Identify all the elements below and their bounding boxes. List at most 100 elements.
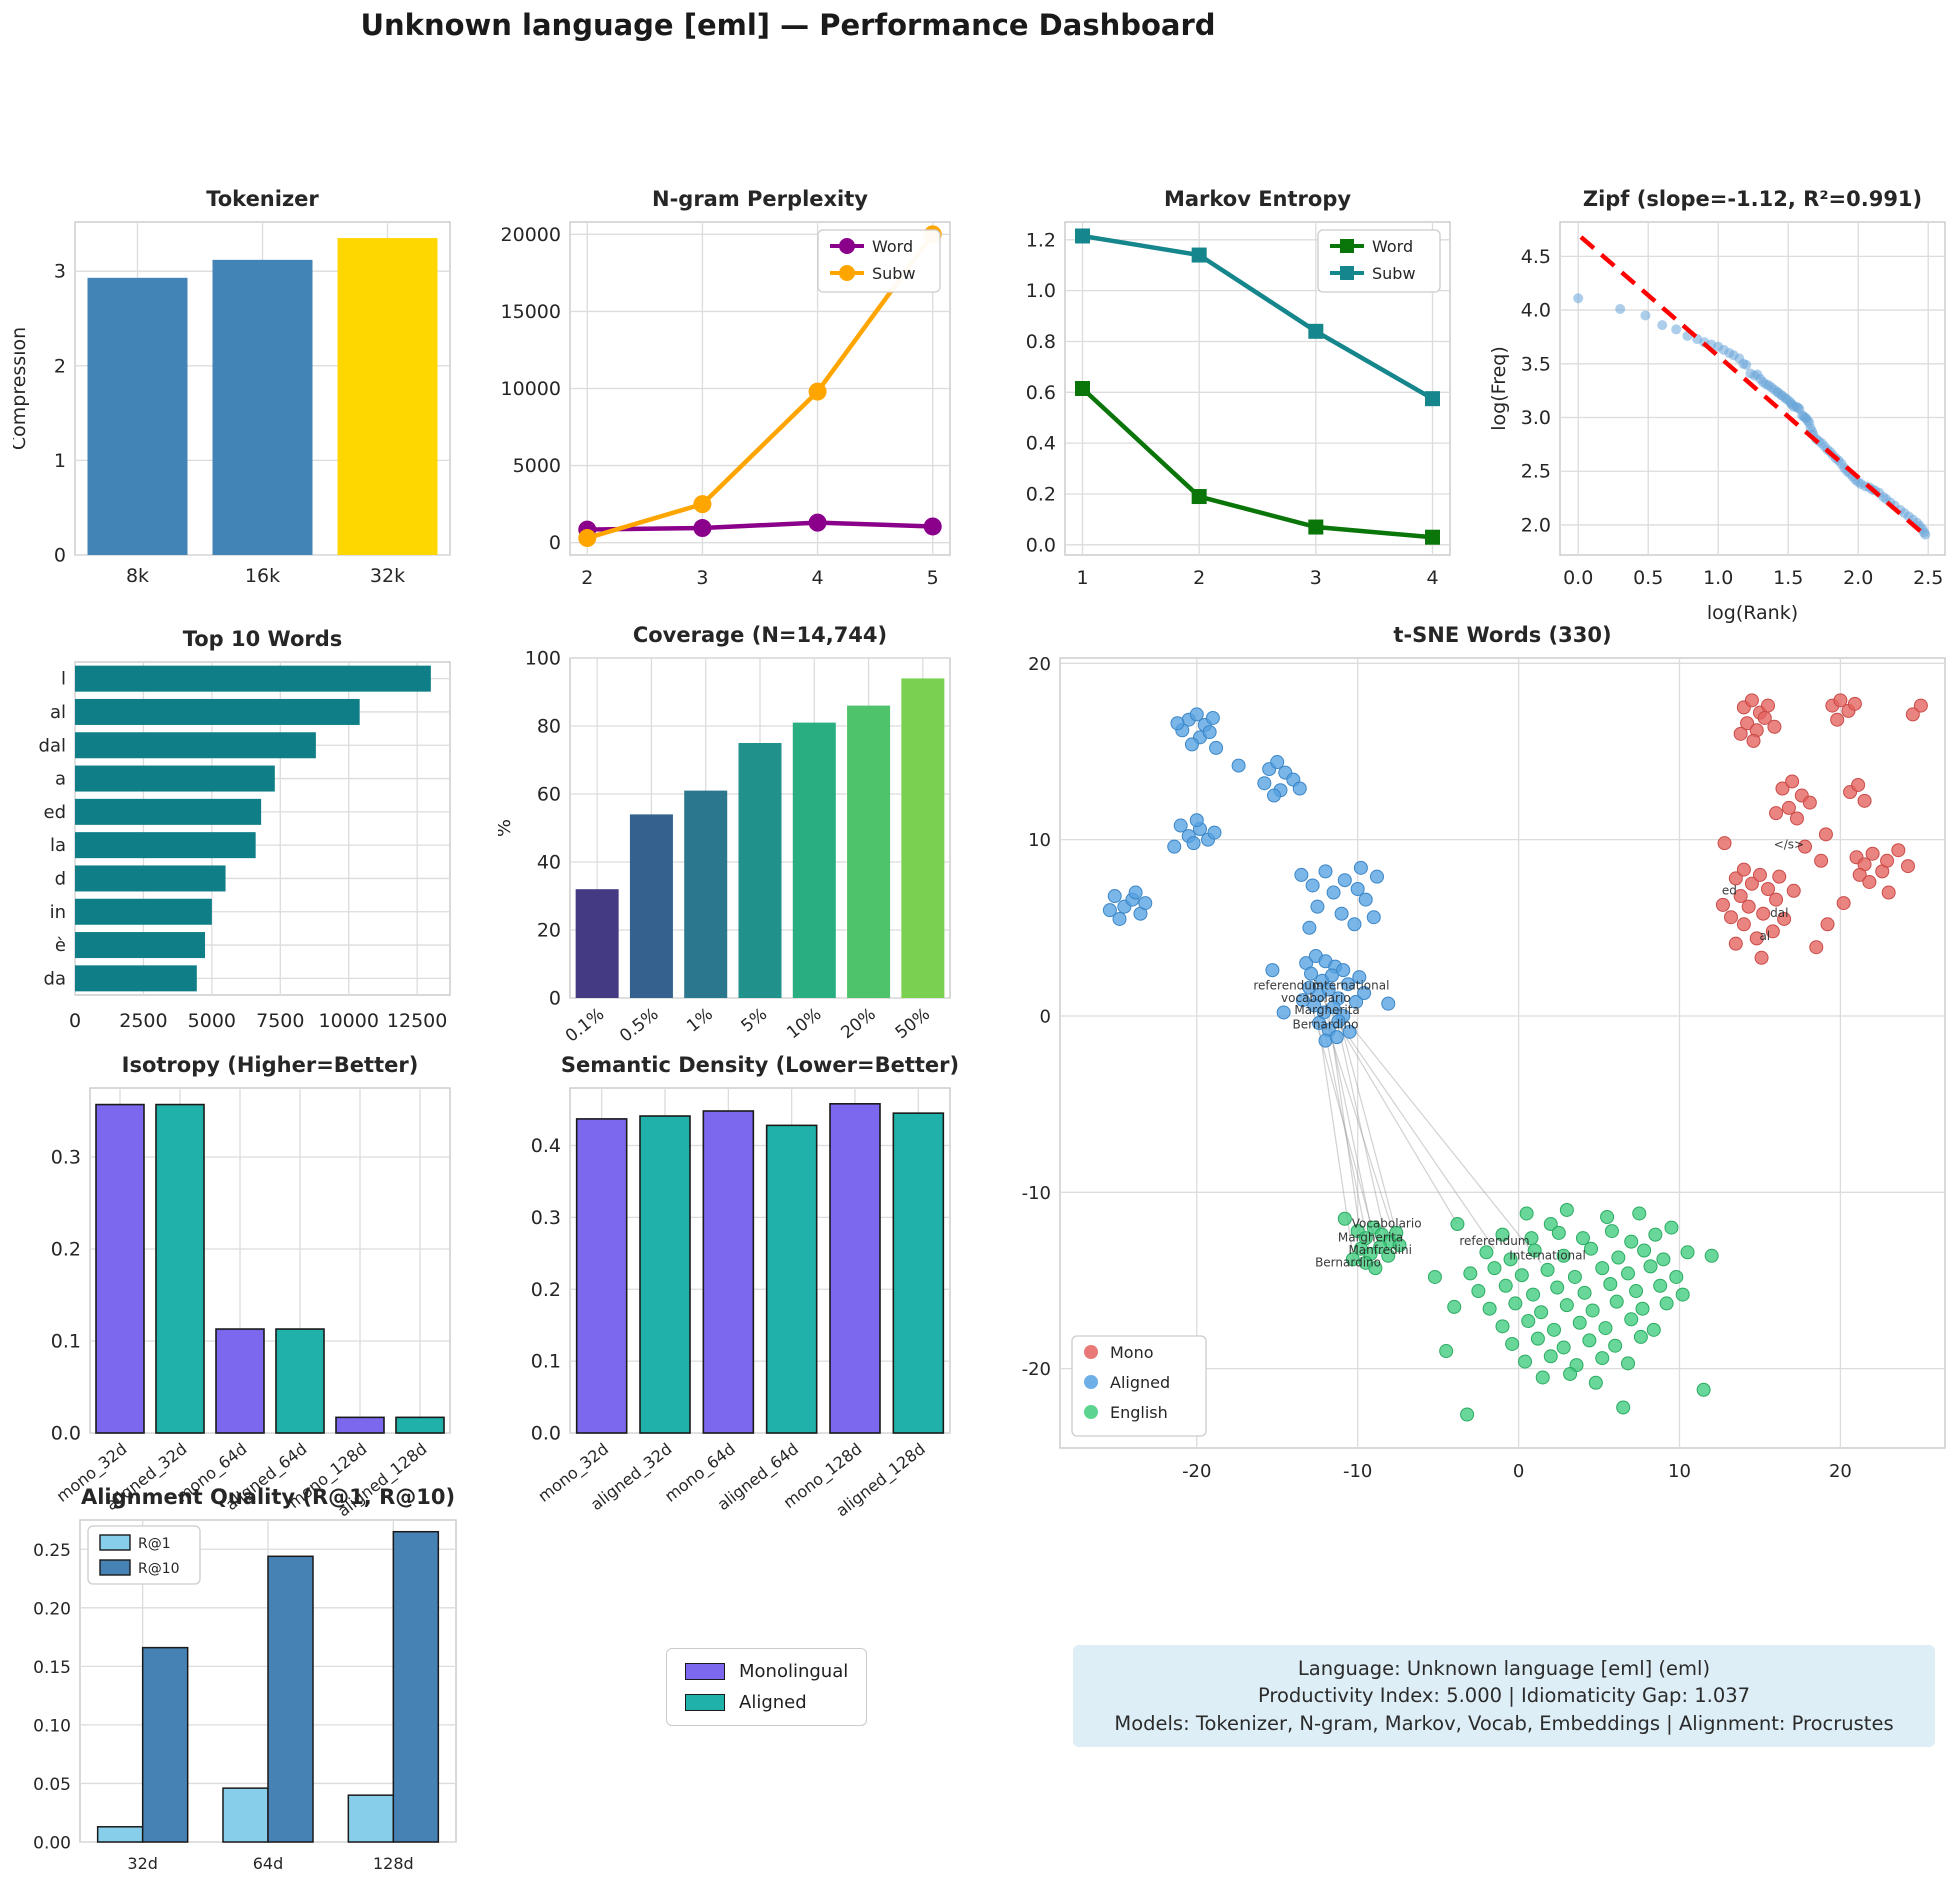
svg-text:2: 2 <box>581 567 593 589</box>
svg-text:7500: 7500 <box>256 1010 304 1032</box>
svg-text:2: 2 <box>1193 567 1205 589</box>
svg-text:50%: 50% <box>892 1004 934 1043</box>
bar-10% <box>792 722 836 998</box>
alignment-chart: 0.00 0.05 0.10 0.15 0.20 0.25 32d 64d 128d Alignm… <box>18 1480 466 1886</box>
svg-text:Isotropy (Higher=Better): Isotropy (Higher=Better) <box>122 1053 419 1077</box>
isotropy-svg: 0.00.10.20.3mono_32daligned_32dmono_64da… <box>51 1053 451 1521</box>
svg-text:0.3: 0.3 <box>51 1147 81 1169</box>
svg-text:log(Freq): log(Freq) <box>1488 346 1510 430</box>
tsne-data: referenduminternationalvocabolarioMarghe… <box>1102 693 1928 1422</box>
svg-text:vocabolario: vocabolario <box>1281 991 1351 1005</box>
svg-text:1: 1 <box>1076 567 1088 589</box>
svg-text:Subw: Subw <box>1372 264 1416 283</box>
tsne-chart: -20 -10 0 10 20 -20 -10 0 10 20 referendum internat… <box>998 608 1953 1498</box>
topwords-chart: 0 2500 5000 7500 10000 12500 l al dal a ed la d in è da… <box>27 612 462 1043</box>
svg-text:Margherita: Margherita <box>1294 1003 1359 1017</box>
svg-text:2.0: 2.0 <box>1843 567 1873 589</box>
alignment-legend: R@1 R@10 <box>87 1525 201 1585</box>
svg-text:2.5: 2.5 <box>1913 567 1943 589</box>
alignment-data <box>96 1530 440 1843</box>
zipf-fit-line <box>1579 235 1929 539</box>
bar-da <box>75 965 197 992</box>
svg-text:4.0: 4.0 <box>1521 300 1551 322</box>
svg-text:Subw: Subw <box>872 264 916 283</box>
bar-1% <box>684 790 728 998</box>
svg-text:0.0: 0.0 <box>51 1423 81 1445</box>
svg-text:da: da <box>44 968 66 989</box>
svg-text:2: 2 <box>54 355 66 377</box>
svg-text:referendum: referendum <box>1253 979 1323 993</box>
svg-text:20: 20 <box>1028 654 1051 675</box>
tokenizer-svg: 0 1 2 3 8k 16k 32k Tokenizer Compression <box>13 187 451 587</box>
svg-text:Margherita: Margherita <box>1338 1231 1403 1245</box>
svg-text:12500: 12500 <box>387 1010 447 1032</box>
svg-text:dal: dal <box>39 735 66 756</box>
svg-text:0.0: 0.0 <box>531 1423 561 1445</box>
isotropy-data <box>95 1103 445 1434</box>
series-Subw <box>1075 228 1440 407</box>
svg-text:</s>: </s> <box>1774 837 1804 851</box>
grid <box>1060 658 1945 1448</box>
summary-line-metrics: Productivity Index: 5.000 | Idiomaticity… <box>1257 1684 1751 1708</box>
zipf-points <box>1573 293 1931 540</box>
markov-svg: 0.0 0.2 0.4 0.6 0.8 1.0 1.2 1 2 3 4 Markov Entropy W… <box>1026 187 1451 589</box>
svg-text:international: international <box>1313 979 1389 993</box>
svg-text:10: 10 <box>1668 1461 1691 1482</box>
coverage-svg: 0 20 40 60 80 100 0.1% 0.5% 1% 5% 10% 20% 50% Coverag… <box>498 623 951 1047</box>
svg-text:0.2: 0.2 <box>531 1279 561 1301</box>
svg-text:-20: -20 <box>1022 1359 1051 1380</box>
svg-text:-20: -20 <box>1182 1461 1211 1482</box>
svg-text:0.4: 0.4 <box>531 1135 561 1157</box>
bar-16k <box>212 259 313 555</box>
svg-text:Semantic Density (Lower=Better: Semantic Density (Lower=Better) <box>561 1053 959 1077</box>
topwords-svg: 0 2500 5000 7500 10000 12500 l al dal a ed la d in è da… <box>39 627 451 1032</box>
coverage-chart: 0 20 40 60 80 100 0.1% 0.5% 1% 5% 10% 20% 50% Coverag… <box>498 606 960 1080</box>
svg-text:d: d <box>55 868 66 889</box>
svg-text:Mono: Mono <box>1110 1343 1154 1362</box>
svg-text:32k: 32k <box>370 565 405 587</box>
svg-text:0: 0 <box>1040 1006 1051 1027</box>
summary-line-models: Models: Tokenizer, N-gram, Markov, Vocab… <box>1114 1711 1894 1735</box>
svg-text:Compression: Compression <box>13 327 30 450</box>
legend-label: Monolingual <box>739 1661 849 1682</box>
grid <box>1560 222 1945 555</box>
bar-a <box>75 765 275 792</box>
svg-text:Bernardino: Bernardino <box>1293 1017 1359 1031</box>
svg-text:0: 0 <box>549 988 561 1010</box>
svg-text:60: 60 <box>537 784 561 806</box>
svg-text:3: 3 <box>1310 567 1322 589</box>
svg-text:Bernardino: Bernardino <box>1315 1255 1381 1269</box>
svg-text:0.8: 0.8 <box>1026 331 1056 353</box>
aligned-swatch <box>685 1694 725 1711</box>
svg-text:2.5: 2.5 <box>1521 461 1551 483</box>
bar-mono_64d <box>215 1328 265 1434</box>
svg-text:16k: 16k <box>245 565 280 587</box>
svg-text:0.3: 0.3 <box>531 1207 561 1229</box>
word-labels: referenduminternationalvocabolarioMarghe… <box>1253 837 1804 1269</box>
svg-text:0.10: 0.10 <box>33 1716 71 1736</box>
svg-text:0.1: 0.1 <box>531 1351 561 1373</box>
svg-text:2500: 2500 <box>119 1010 167 1032</box>
ngram-chart: 0 5000 10000 15000 20000 2 3 4 5 N-gram Perplexit… <box>492 172 962 593</box>
svg-text:10%: 10% <box>783 1004 825 1043</box>
svg-text:-10: -10 <box>1022 1183 1051 1204</box>
bar-8k <box>87 277 188 555</box>
bar-in <box>75 898 212 925</box>
svg-text:Aligned: Aligned <box>1110 1373 1170 1392</box>
svg-text:1.0: 1.0 <box>1026 280 1056 302</box>
legend-item-monolingual: Monolingual <box>685 1661 848 1682</box>
svg-text:1.5: 1.5 <box>1773 567 1803 589</box>
svg-text:100: 100 <box>525 648 561 670</box>
svg-text:0.2: 0.2 <box>51 1239 81 1261</box>
svg-text:5000: 5000 <box>513 455 561 477</box>
tokenizer-data <box>87 238 438 555</box>
svg-text:0.15: 0.15 <box>33 1658 71 1678</box>
svg-text:Word: Word <box>1372 237 1413 256</box>
svg-text:Markov Entropy: Markov Entropy <box>1164 187 1351 211</box>
cluster-english <box>1337 1202 1719 1422</box>
svg-text:15000: 15000 <box>501 301 561 323</box>
svg-text:ed: ed <box>1722 883 1737 897</box>
svg-text:Coverage (N=14,744): Coverage (N=14,744) <box>633 623 887 647</box>
svg-text:10: 10 <box>1028 830 1051 851</box>
svg-text:Tokenizer: Tokenizer <box>206 187 319 211</box>
